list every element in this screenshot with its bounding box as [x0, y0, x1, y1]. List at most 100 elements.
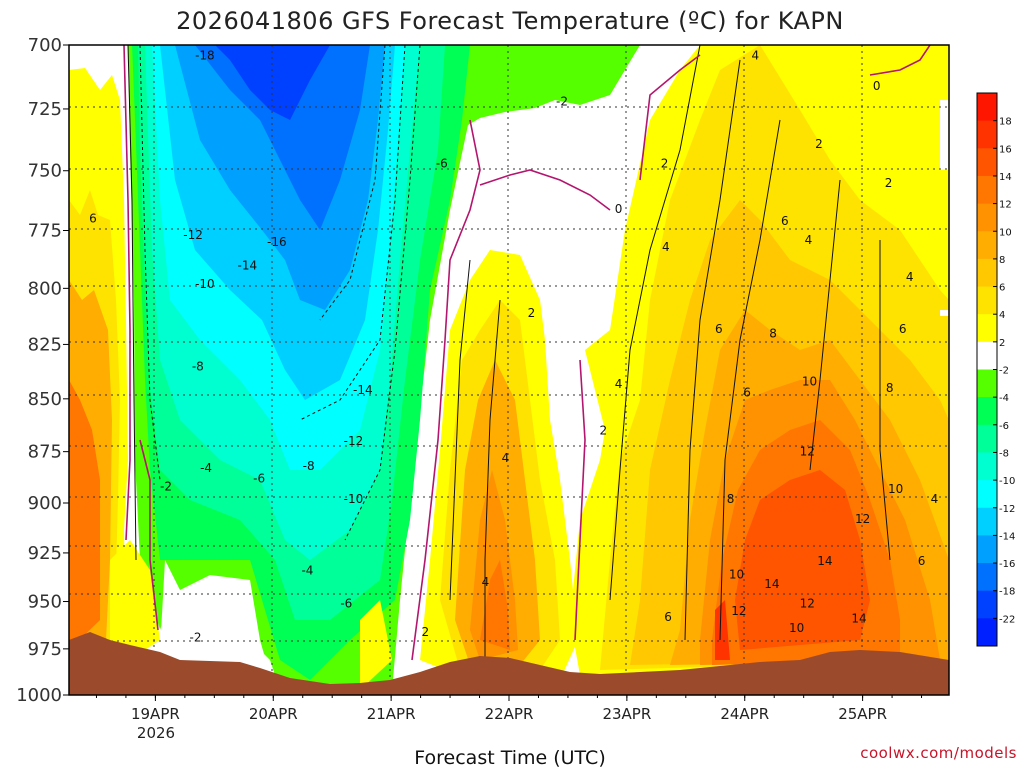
contour-label: 4	[805, 233, 813, 247]
colorbar-swatch	[977, 231, 997, 260]
colorbar-swatch	[977, 314, 997, 343]
contour-label: 8	[769, 326, 777, 340]
chart-title: 2026041806 GFS Forecast Temperature (ºC)…	[176, 7, 844, 35]
colorbar-swatch	[977, 590, 997, 619]
colorbar-swatch	[977, 93, 997, 122]
y-tick-label: 975	[28, 639, 62, 660]
y-tick-label: 775	[28, 220, 62, 241]
contour-label: 10	[789, 621, 804, 635]
contour-label: 4	[752, 48, 760, 62]
contour-label: 6	[743, 385, 751, 399]
contour-label: 2	[661, 156, 669, 170]
y-tick-label: 825	[28, 334, 62, 355]
contour-label: 4	[482, 575, 490, 589]
contour-label: -8	[303, 459, 315, 473]
contour-label: 10	[729, 567, 744, 581]
x-axis-label: Forecast Time (UTC)	[414, 747, 605, 768]
colorbar-label: -8	[999, 448, 1009, 459]
contour-label: 0	[873, 79, 881, 93]
band-red2-right	[715, 600, 730, 660]
colorbar-label: 4	[999, 310, 1005, 321]
y-tick-label: 800	[28, 278, 62, 299]
contour-label: 0	[615, 202, 623, 216]
contour-label: -10	[195, 277, 215, 291]
contour-label: 4	[662, 240, 670, 254]
colorbar-label: -2	[999, 366, 1009, 377]
colorbar-label: -4	[999, 393, 1009, 404]
colorbar-label: 8	[999, 255, 1005, 266]
colorbar-label: 16	[999, 144, 1012, 155]
contour-label: -14	[353, 383, 373, 397]
contour-label: 14	[764, 577, 779, 591]
colorbar-swatch	[977, 120, 997, 149]
y-tick-label: 1000	[16, 685, 62, 706]
contour-label: 2	[599, 424, 607, 438]
y-tick-label: 925	[28, 543, 62, 564]
contour-label: 2	[528, 306, 536, 320]
y-tick-label: 875	[28, 442, 62, 463]
credit-link[interactable]: coolwx.com/models	[860, 744, 1017, 762]
contour-label: 6	[715, 322, 723, 336]
white-spot-1	[940, 310, 949, 316]
contour-label: -14	[238, 258, 258, 272]
contour-label: -6	[340, 596, 352, 610]
colorbar: 18 16 14 12 10 8 6 4 2 -2 -4 -6 -8 -10 -12 -14 -16 -18 -22	[976, 92, 1015, 647]
contour-label: -6	[436, 156, 448, 170]
y-tick-label: 725	[28, 99, 62, 120]
x-tick-label: 19APR	[131, 705, 180, 723]
colorbar-swatch	[977, 424, 997, 453]
colorbar-swatch	[977, 286, 997, 315]
contour-label: 2	[885, 176, 893, 190]
contour-label: -16	[267, 235, 287, 249]
contour-label: -8	[192, 359, 204, 373]
contour-label: -2	[189, 631, 201, 645]
contour-label: -6	[253, 472, 265, 486]
y-axis: 700 725 750 775 800 825 850 875 900 925 950 975 1000	[16, 35, 69, 706]
gridlines	[69, 45, 949, 695]
contour-label: 12	[855, 512, 870, 526]
colorbar-label: -12	[999, 504, 1015, 515]
contour-label: 4	[906, 270, 914, 284]
colorbar-swatch	[977, 341, 997, 370]
y-tick-label: 850	[28, 389, 62, 410]
colorbar-label: 12	[999, 200, 1012, 211]
colorbar-label: 10	[999, 227, 1012, 238]
contour-label: -4	[200, 461, 212, 475]
x-tick-label: 20APR	[249, 705, 298, 723]
colorbar-swatch	[977, 535, 997, 564]
colorbar-swatch	[977, 148, 997, 177]
contour-label: 10	[888, 482, 903, 496]
colorbar-swatch	[977, 563, 997, 592]
contour-label: 14	[851, 612, 866, 626]
colorbar-label: 6	[999, 283, 1005, 294]
contour-label: 10	[802, 375, 817, 389]
y-tick-label: 700	[28, 35, 62, 56]
contour-label: -2	[556, 94, 568, 108]
colorbar-label: -6	[999, 421, 1009, 432]
contour-label: 12	[800, 445, 815, 459]
contour-label: 6	[918, 554, 926, 568]
band-yellow-lowleft	[110, 540, 160, 660]
contour-label: 12	[731, 604, 746, 618]
contour-label: 14	[817, 554, 832, 568]
y-tick-label: 900	[28, 493, 62, 514]
band-darkorange-left	[69, 380, 100, 650]
colorbar-label: 18	[999, 117, 1012, 128]
colorbar-swatch	[977, 507, 997, 536]
band-redorange-mid	[480, 560, 510, 650]
contour-label: 4	[931, 492, 939, 506]
contour-label: -18	[195, 48, 215, 62]
contour-label: 2	[815, 137, 823, 151]
colorbar-swatch	[977, 175, 997, 205]
colorbar-label: 14	[999, 172, 1012, 183]
contour-label: 8	[886, 381, 894, 395]
contour-lines	[127, 45, 891, 660]
contour-label: -2	[160, 480, 172, 494]
x-tick-label: 22APR	[485, 705, 534, 723]
colorbar-label: -22	[999, 614, 1015, 625]
white-spot-2	[940, 100, 949, 170]
contour-label: 2	[421, 625, 429, 639]
contour-label: 6	[899, 322, 907, 336]
colorbar-swatch	[977, 397, 997, 426]
colorbar-swatch	[977, 203, 997, 232]
